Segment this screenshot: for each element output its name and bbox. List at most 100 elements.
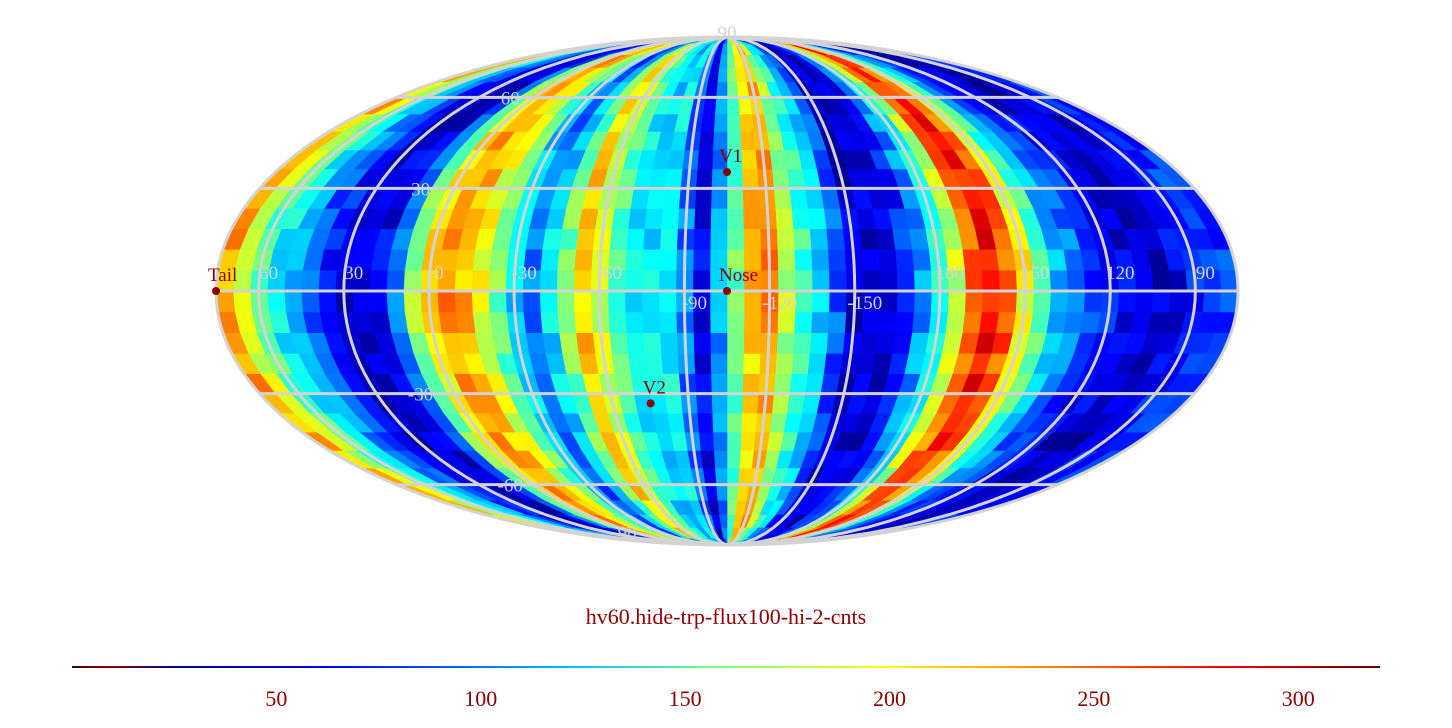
heatmap-cell bbox=[877, 311, 898, 334]
heatmap-cell bbox=[283, 269, 303, 292]
heatmap-cell bbox=[709, 332, 728, 354]
heatmap-cell bbox=[726, 431, 742, 451]
latitude-label: 30 bbox=[411, 179, 430, 200]
heatmap-cell bbox=[771, 393, 790, 414]
heatmap-cell bbox=[713, 113, 728, 132]
longitude-label: -60 bbox=[597, 263, 622, 284]
heatmap-cell bbox=[726, 188, 744, 209]
heatmap-cell bbox=[792, 332, 812, 354]
heatmap-cell bbox=[875, 228, 896, 250]
heatmap-cell bbox=[879, 290, 898, 313]
heatmap-cell bbox=[658, 249, 677, 271]
marker-label: V1 bbox=[719, 146, 742, 167]
marker-label: Tail bbox=[208, 265, 237, 286]
heatmap-cell bbox=[726, 311, 745, 334]
heatmap-cell bbox=[726, 412, 743, 433]
heatmap-cell bbox=[575, 228, 596, 250]
heatmap-cell bbox=[625, 332, 645, 354]
heatmap-cell bbox=[769, 412, 788, 433]
heatmap-cell bbox=[811, 269, 830, 292]
heatmap-cell bbox=[743, 332, 761, 354]
heatmap-cell bbox=[743, 228, 761, 250]
heatmap-cell bbox=[694, 373, 712, 394]
heatmap-cell bbox=[488, 269, 507, 292]
heatmap-cell bbox=[825, 332, 845, 354]
longitude-gridline bbox=[726, 35, 1112, 547]
heatmap-cell bbox=[742, 373, 760, 394]
heatmap-cell bbox=[981, 269, 1000, 292]
heatmap-cell bbox=[793, 249, 813, 271]
longitude-gridline bbox=[427, 35, 728, 547]
heatmap-cell bbox=[539, 249, 560, 271]
heatmap-cell bbox=[455, 311, 476, 334]
heatmap-cell bbox=[726, 450, 741, 469]
heatmap-cell bbox=[726, 484, 739, 501]
longitude-label: 150 bbox=[1021, 263, 1050, 284]
heatmap-cell bbox=[438, 311, 459, 334]
heatmap-cell bbox=[726, 228, 745, 250]
heatmap-cell bbox=[522, 311, 543, 334]
chart-title: hv60.hide-trp-flux100-hi-2-cnts bbox=[585, 604, 867, 629]
heatmap-cell bbox=[662, 188, 681, 209]
heatmap-cell bbox=[913, 290, 932, 313]
colorbar-tick-label: 200 bbox=[873, 686, 906, 711]
heatmap-cell bbox=[774, 352, 794, 374]
heatmap-cell bbox=[711, 412, 728, 433]
longitude-gridline bbox=[257, 35, 728, 547]
heatmap-cell bbox=[726, 113, 741, 132]
heatmap-cell bbox=[693, 352, 712, 374]
heatmap-cell bbox=[1066, 290, 1086, 313]
heatmap-cell bbox=[827, 249, 847, 271]
heatmap-cell bbox=[709, 311, 728, 334]
heatmap-cell bbox=[769, 149, 788, 170]
heatmap-cell bbox=[777, 269, 796, 292]
heatmap-cell bbox=[743, 290, 762, 313]
heatmap-cell bbox=[522, 290, 541, 313]
heatmap-cell bbox=[692, 269, 711, 292]
heatmap-cell bbox=[627, 352, 647, 374]
heatmap-cell bbox=[488, 311, 509, 334]
heatmap-cell bbox=[726, 81, 739, 98]
longitude-gridline bbox=[512, 35, 728, 547]
heatmap-cell bbox=[471, 269, 490, 292]
heatmap-cell bbox=[998, 290, 1017, 313]
heatmap-cell bbox=[879, 269, 898, 292]
heatmap-cell bbox=[786, 168, 806, 189]
heatmap-cell bbox=[911, 311, 932, 334]
heatmap-cell bbox=[664, 393, 683, 414]
heatmap-cell bbox=[692, 311, 711, 334]
heatmap-cell bbox=[809, 332, 829, 354]
heatmap-cell bbox=[693, 208, 712, 229]
heatmap-cell bbox=[558, 332, 579, 354]
heatmap-cell bbox=[823, 208, 843, 229]
heatmap-cell bbox=[726, 467, 740, 485]
heatmap-cell bbox=[794, 269, 813, 292]
heatmap-cell bbox=[300, 269, 320, 292]
heatmap-cell bbox=[609, 332, 629, 354]
heatmap-cell bbox=[660, 208, 680, 229]
heatmap-cell bbox=[641, 311, 661, 334]
heatmap-cell bbox=[573, 249, 593, 271]
longitude-label: 90 bbox=[1196, 263, 1215, 284]
heatmap-cell bbox=[964, 290, 983, 313]
longitude-label: -30 bbox=[511, 263, 536, 284]
heatmap-cell bbox=[454, 290, 473, 313]
latitude-label: -90 bbox=[611, 523, 636, 544]
heatmap-cell bbox=[710, 188, 728, 209]
heatmap-cell bbox=[1134, 269, 1154, 292]
heatmap-cell bbox=[786, 393, 806, 414]
heatmap-cell bbox=[658, 311, 677, 334]
heatmap-cell bbox=[791, 352, 810, 374]
heatmap-cell bbox=[403, 269, 422, 292]
heatmap-cell bbox=[896, 269, 915, 292]
longitude-label: 0 bbox=[434, 263, 444, 284]
longitude-gridline bbox=[342, 35, 728, 547]
heatmap-cell bbox=[693, 228, 711, 250]
heatmap-cell bbox=[726, 499, 738, 515]
heatmap-cell bbox=[862, 269, 881, 292]
heatmap-cell bbox=[714, 467, 728, 485]
heatmap-cell bbox=[738, 113, 754, 132]
heatmap-cell bbox=[1218, 269, 1238, 292]
heatmap-cell bbox=[539, 269, 558, 292]
heatmap-cell bbox=[607, 311, 627, 334]
